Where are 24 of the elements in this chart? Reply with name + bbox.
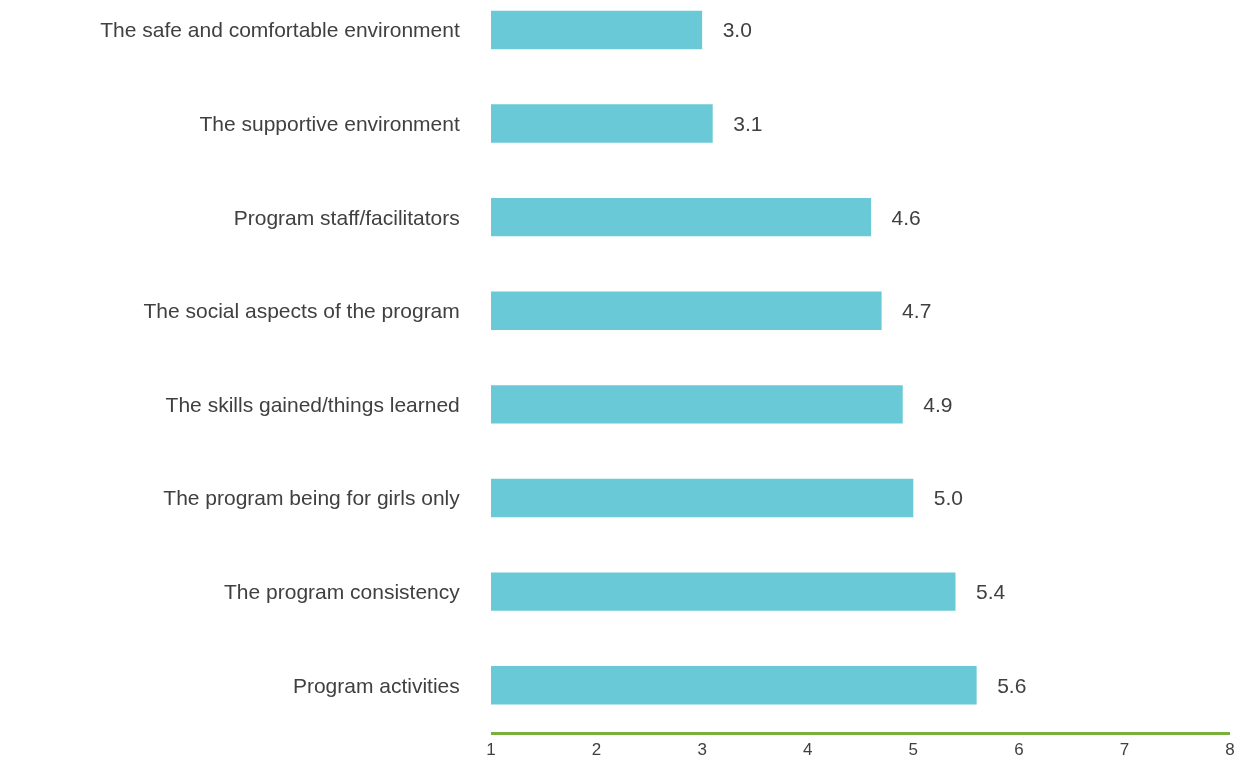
y-tick-label: Program staff/facilitators [233,205,460,229]
x-tick-label: 4 [802,740,813,760]
y-tick-label: The safe and comfortable environment [100,18,460,42]
data-label: 5.6 [979,673,1027,697]
y-tick-label: The supportive environment [199,111,460,135]
x-tick-label: 7 [1119,740,1130,760]
data-label: 4.6 [874,205,921,229]
data-label: 5.0 [916,486,963,510]
x-tick-label: 1 [486,740,496,760]
x-tick-label: 6 [1014,740,1024,760]
x-tick-label: 2 [591,740,602,760]
data-label: 3.0 [705,18,752,42]
x-tick-label: 3 [697,740,707,760]
data-label: 4.9 [905,392,953,416]
y-tick-label: Program activities [292,673,460,697]
y-tick-label: The program being for girls only [163,486,461,510]
data-label: 3.1 [715,112,763,136]
data-label: 4.7 [884,299,932,323]
x-tick-label: 5 [908,740,919,760]
data-label: 5.4 [958,580,1006,604]
y-tick-label: The social aspects of the program [143,299,460,323]
y-tick-label: The skills gained/things learned [165,392,460,416]
y-tick-label: The program consistency [224,579,461,603]
x-tick-label: 8 [1225,740,1235,760]
